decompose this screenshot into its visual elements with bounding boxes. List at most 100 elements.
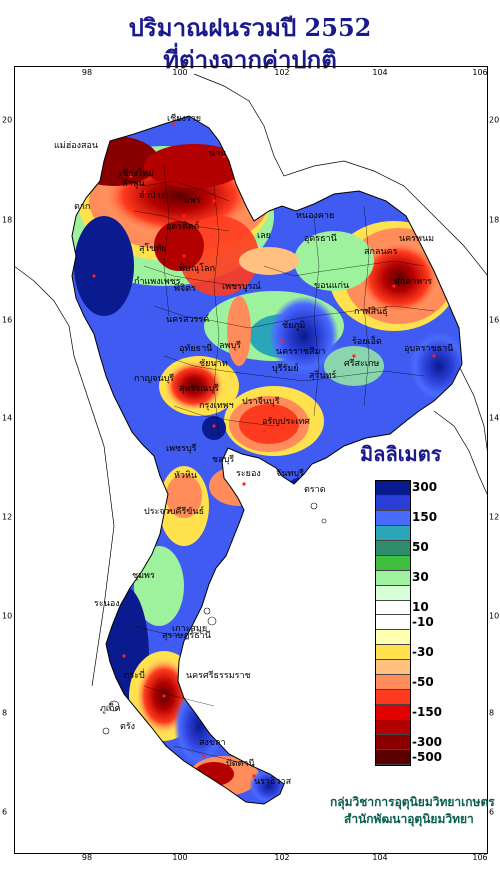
place-label: ร้อยเอ็ด [352, 334, 382, 347]
x-tick-bottom: 106 [472, 853, 488, 862]
place-label: มุกดาหาร [394, 277, 432, 287]
place-label: เชียงราย [167, 113, 201, 124]
y-tick-right: 8 [489, 708, 495, 718]
place-label: ชัยภูมิ [282, 320, 305, 331]
y-tick-left: 18 [2, 215, 13, 225]
y-tick-left: 10 [2, 611, 13, 621]
place-label: ลำปาง [139, 190, 165, 201]
y-tick-left: 14 [2, 413, 13, 423]
legend-label: 150 [412, 510, 438, 525]
y-tick-right: 12 [489, 512, 500, 522]
thailand-outline [71, 115, 463, 805]
legend-swatch [376, 705, 410, 720]
place-label: นครสวรรค์ [166, 313, 209, 325]
x-tick-top: 98 [81, 68, 93, 77]
place-label: สุโขทัย [139, 243, 167, 254]
islands [102, 502, 327, 735]
legend-swatch [376, 749, 410, 765]
place-label: ลพบุรี [219, 340, 241, 351]
x-tick-top: 100 [172, 68, 188, 77]
place-label: อรัญประเทศ [262, 417, 310, 427]
place-label: ชุมพร [132, 571, 155, 581]
place-label: ลำพูน [122, 178, 145, 189]
place-label: บุรีรัมย์ [272, 362, 299, 374]
x-tick-bottom: 100 [172, 853, 188, 862]
map-frame [14, 66, 488, 854]
place-label: แพร่ [184, 196, 201, 206]
place-label: ขอนแก่น [314, 281, 349, 291]
legend-label: 10 [412, 600, 429, 615]
legend-swatch [376, 600, 410, 616]
place-label: ชลบุรี [212, 454, 234, 465]
place-label: เกาะสมุย [172, 624, 207, 634]
place-label: เชียงใหม่ [119, 168, 154, 179]
legend-label: 30 [412, 570, 429, 585]
place-label: ภูเก็ต [100, 701, 120, 714]
legend-label: 300 [412, 480, 438, 495]
y-tick-left: 8 [2, 708, 8, 718]
y-tick-right: 14 [489, 413, 500, 423]
station-markers [92, 122, 436, 778]
place-label: นครพนม [399, 234, 434, 244]
x-tick-bottom: 98 [81, 853, 93, 862]
place-label: สงขลา [199, 738, 226, 748]
y-tick-left: 6 [2, 807, 8, 817]
place-label: เลย [257, 231, 271, 241]
place-label: ปัตตานี [226, 758, 255, 769]
legend-swatch [376, 675, 410, 691]
place-label: ตราด [304, 485, 326, 495]
place-label: เพชรบุรี [166, 443, 197, 454]
credit-line-1: กลุ่มวิชาการอุตุนิยมวิทยาเกษตร [330, 795, 495, 809]
place-label: อุดรธานี [304, 233, 337, 244]
legend-swatch [376, 615, 410, 631]
place-label: อุตรดิตถ์ [166, 220, 199, 232]
place-label: สุราษฎร์ธานี [162, 629, 211, 641]
place-label: กระบี่ [124, 668, 145, 681]
place-label: นครราชสีมา [276, 346, 325, 357]
x-tick-bottom: 102 [274, 853, 290, 862]
credit-line-2: สำนักพัฒนาอุตุนิยมวิทยา [344, 812, 474, 826]
place-label: จันทบุรี [276, 468, 304, 479]
legend-label: -300 [412, 734, 443, 749]
x-tick-top: 106 [472, 68, 488, 77]
rainfall-anomaly-map: เชียงราย แม่ฮ่องสอน เชียงใหม่ ลำพูน ลำปา… [14, 73, 488, 805]
legend-swatch [376, 734, 410, 750]
place-label: กำแพงเพชร [134, 276, 181, 287]
y-tick-right: 10 [489, 611, 500, 621]
legend-label: -30 [412, 644, 434, 659]
place-label: แม่ฮ่องสอน [54, 141, 98, 151]
place-label: ระยอง [236, 469, 261, 479]
place-label: สุรินทร์ [309, 369, 336, 381]
place-label: พิษณุโลก [179, 263, 215, 274]
legend-swatch [376, 660, 410, 676]
legend-swatch [376, 570, 410, 586]
x-tick-top: 104 [372, 68, 388, 77]
y-tick-left: 20 [2, 115, 13, 125]
place-label: สกลนคร [364, 247, 398, 257]
place-labels: เชียงราย แม่ฮ่องสอน เชียงใหม่ ลำพูน ลำปา… [54, 113, 453, 787]
legend-swatch [376, 525, 410, 541]
place-label: กาฬสินธุ์ [354, 305, 388, 317]
place-label: กรุงเทพฯ [199, 401, 234, 411]
place-label: ศรีสะเกษ [344, 358, 379, 369]
place-label: อุบลราชธานี [404, 343, 453, 354]
legend-swatch [376, 630, 410, 646]
y-tick-left: 12 [2, 512, 13, 522]
place-label: ประจวบคีรีขันธ์ [144, 505, 204, 517]
place-label: เพชรบูรณ์ [222, 280, 261, 292]
legend-swatch [376, 645, 410, 661]
legend-swatch [376, 690, 410, 706]
y-tick-right: 18 [489, 215, 500, 225]
y-tick-left: 16 [2, 315, 13, 325]
y-tick-right: 16 [489, 315, 500, 325]
y-tick-right: 20 [489, 115, 500, 125]
place-label: น่าน [209, 149, 226, 159]
place-label: กาญจนบุรี [134, 373, 174, 384]
legend-label: -50 [412, 674, 434, 689]
y-tick-right: 6 [489, 807, 495, 817]
neighbour-borders [14, 73, 488, 687]
legend-label: -500 [412, 749, 443, 764]
province-boundaries [113, 165, 435, 767]
place-label: ชัยนาท [199, 359, 228, 369]
x-tick-bottom: 104 [372, 853, 388, 862]
